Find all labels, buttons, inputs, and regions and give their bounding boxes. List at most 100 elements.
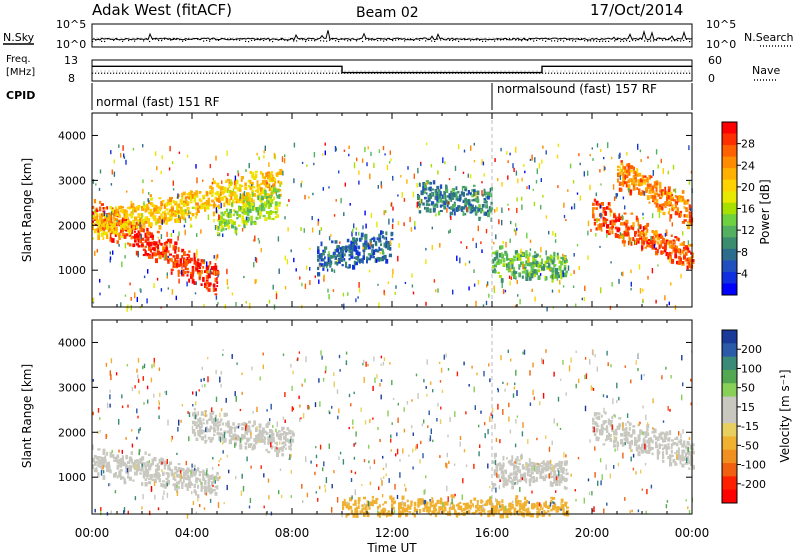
nave-dot	[158, 72, 160, 74]
heat-cell	[107, 461, 110, 465]
heat-cell	[642, 441, 646, 445]
heat-cell	[685, 214, 689, 218]
heat-cell	[163, 465, 166, 470]
heat-scatter	[642, 288, 644, 292]
heat-cell	[217, 228, 220, 231]
heat-cell	[646, 185, 650, 189]
heat-cell	[502, 462, 505, 466]
heat-cell	[95, 220, 99, 223]
noise-search-dot	[128, 39, 130, 42]
heat-cell	[544, 260, 547, 265]
heat-cell	[653, 181, 656, 186]
heat-cell	[565, 272, 568, 276]
heat-cell	[341, 264, 344, 267]
heat-scatter	[554, 508, 557, 511]
heat-scatter	[645, 231, 647, 237]
heat-cell	[655, 230, 658, 235]
heat-scatter	[319, 265, 321, 268]
heat-scatter	[433, 279, 436, 283]
heat-cell	[252, 203, 255, 206]
heat-cell	[139, 227, 142, 233]
heat-cell	[488, 207, 492, 212]
heat-cell	[662, 238, 665, 242]
heat-cell	[635, 238, 639, 242]
heat-cell	[188, 470, 191, 473]
heat-cell	[514, 271, 518, 274]
nave-dot	[323, 72, 325, 74]
heat-scatter	[390, 158, 392, 162]
nave-dot	[119, 72, 121, 74]
noise-search-dot	[161, 40, 163, 42]
heat-scatter	[456, 255, 458, 261]
heat-cell	[361, 504, 364, 508]
nave-dot	[446, 72, 448, 74]
heat-cell	[424, 185, 427, 191]
heat-cell	[405, 507, 409, 513]
heat-cell	[537, 264, 541, 269]
heat-cell	[186, 486, 189, 490]
heat-scatter	[183, 224, 186, 228]
heat-scatter	[576, 192, 579, 195]
heat-cell	[252, 206, 255, 212]
heat-scatter	[465, 206, 468, 212]
heat-cell	[113, 210, 117, 213]
heat-cell	[532, 259, 536, 265]
heat-cell	[162, 483, 165, 488]
heat-cell	[343, 503, 347, 507]
heat-cell	[260, 430, 263, 435]
heat-cell	[551, 267, 555, 273]
heat-cell	[188, 196, 191, 200]
heat-cell	[488, 210, 491, 214]
heat-cell	[539, 264, 542, 268]
nave-dot	[221, 72, 223, 74]
heat-cell	[141, 208, 144, 211]
heat-scatter	[578, 266, 580, 270]
nave-dot	[389, 72, 391, 74]
nave-dot	[269, 72, 271, 74]
heat-cell	[165, 255, 169, 261]
heat-cell	[529, 513, 533, 518]
heat-cell	[186, 212, 190, 217]
heat-cell	[216, 485, 219, 490]
heat-cell	[609, 433, 612, 438]
noise-search-dot	[545, 40, 547, 42]
heat-cell	[660, 431, 663, 436]
nave-dot	[182, 72, 184, 74]
heat-cell	[97, 462, 100, 468]
heat-cell	[148, 465, 152, 471]
heat-cell	[198, 198, 202, 202]
heat-cell	[669, 240, 673, 244]
heat-scatter	[312, 192, 314, 196]
heat-cell	[630, 212, 634, 215]
heat-cell	[263, 188, 266, 192]
heat-cell	[127, 224, 129, 228]
heat-cell	[422, 185, 425, 191]
heat-cell	[209, 192, 213, 194]
heat-scatter	[184, 209, 186, 213]
heat-cell	[97, 473, 100, 478]
heat-cell	[637, 228, 640, 231]
heat-scatter	[557, 143, 560, 147]
heat-cell	[620, 439, 623, 443]
heat-cell	[602, 220, 605, 223]
heat-cell	[462, 211, 465, 216]
noise-search-dot	[317, 38, 319, 40]
heat-cell	[234, 426, 236, 430]
heat-cell	[223, 412, 227, 417]
heat-cell	[107, 220, 110, 224]
heat-cell	[288, 439, 291, 444]
heat-cell	[223, 438, 227, 443]
noise-search-dot	[347, 40, 349, 42]
heat-cell	[261, 189, 265, 195]
heat-cell	[662, 459, 665, 463]
heat-cell	[528, 481, 532, 487]
heat-cell	[518, 256, 522, 261]
heat-cell	[271, 210, 275, 214]
heat-cell	[646, 450, 649, 454]
heat-cell	[419, 500, 423, 504]
heat-cell	[279, 168, 283, 174]
heat-scatter	[472, 504, 474, 508]
heat-scatter	[570, 273, 572, 277]
heat-cell	[260, 432, 264, 437]
